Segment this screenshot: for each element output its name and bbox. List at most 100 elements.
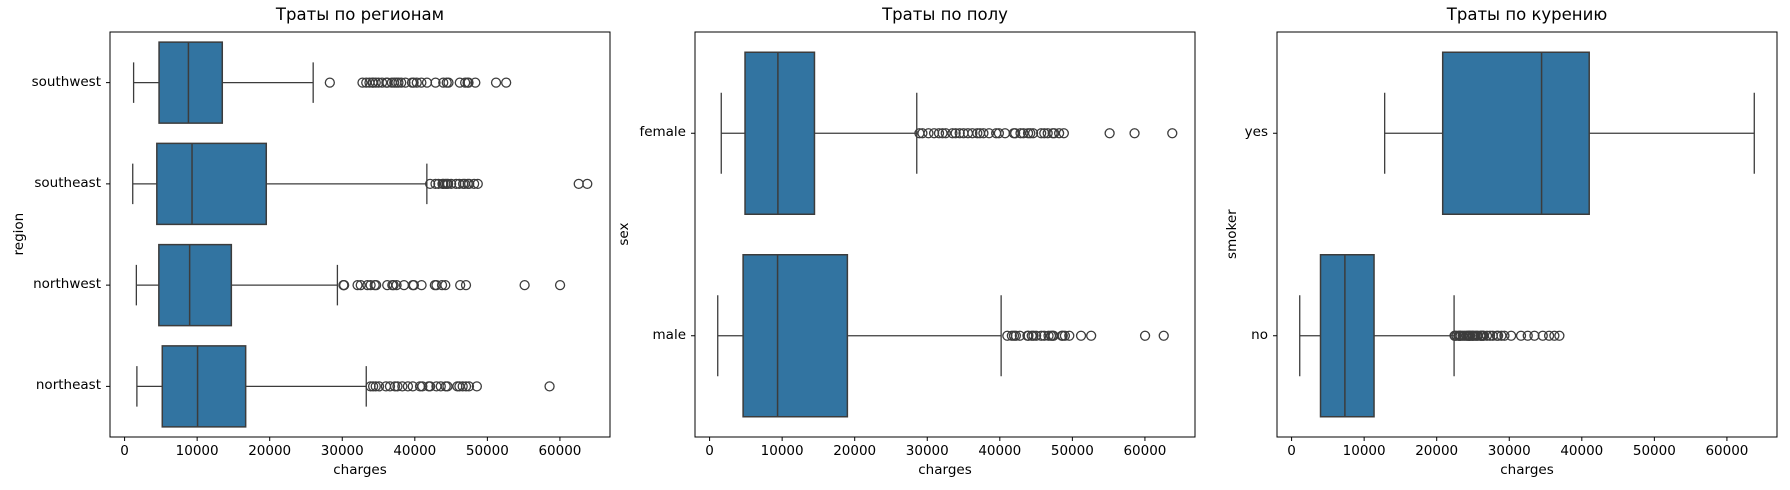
x-tick-label: 0	[1287, 443, 1296, 459]
axes-region	[106, 31, 611, 441]
outlier-point	[1529, 330, 1540, 341]
outlier-point	[463, 77, 474, 88]
outlier-point	[501, 77, 512, 88]
x-tick-label: 40000	[393, 443, 437, 459]
plot-title: Траты по регионам	[275, 5, 445, 24]
y-category-label: male	[652, 326, 686, 343]
box-male	[742, 254, 849, 418]
box-female	[744, 51, 816, 215]
x-tick-label: 0	[705, 443, 714, 459]
outlier-point	[338, 279, 350, 291]
outlier-point	[396, 77, 407, 88]
outlier-point	[1496, 330, 1507, 341]
outlier-point	[440, 279, 451, 291]
x-tick-label: 30000	[905, 443, 949, 459]
outlier-point	[1027, 128, 1039, 139]
outlier-point	[1104, 128, 1115, 139]
outlier-point	[1543, 330, 1555, 341]
outlier-point	[463, 381, 475, 392]
outlier-point	[1058, 128, 1069, 139]
outlier-point	[402, 381, 414, 392]
x-tick-label: 20000	[248, 443, 292, 459]
outlier-point	[1139, 330, 1151, 341]
outlier-point	[1086, 330, 1097, 341]
outlier-point	[460, 279, 472, 291]
outlier-point	[411, 77, 422, 88]
outlier-point	[442, 381, 453, 392]
outlier-point	[923, 128, 934, 139]
outlier-point	[355, 279, 366, 291]
outlier-point	[1025, 128, 1036, 139]
outlier-point	[993, 128, 1005, 139]
plot-title: Траты по полу	[882, 5, 1008, 24]
y-category-label: southeast	[34, 174, 101, 191]
y-category-label: no	[1251, 326, 1268, 343]
outlier-point	[1075, 330, 1087, 341]
x-tick-label: 20000	[1415, 443, 1459, 459]
outlier-point	[972, 128, 983, 139]
x-tick-label: 30000	[320, 443, 364, 459]
outlier-point	[460, 381, 472, 392]
outlier-point	[544, 381, 555, 392]
axes-frame	[694, 31, 1196, 438]
outlier-point	[391, 279, 402, 291]
outlier-point	[468, 178, 480, 190]
outlier-point	[983, 128, 995, 139]
outlier-point	[1036, 330, 1047, 341]
outlier-point	[950, 128, 961, 139]
outlier-point	[408, 279, 420, 291]
outlier-point	[443, 77, 454, 88]
x-tick-label: 10000	[760, 443, 804, 459]
axes-frame	[1276, 31, 1778, 438]
outlier-point	[978, 128, 989, 139]
outlier-point	[1015, 128, 1026, 139]
outlier-point	[455, 279, 466, 291]
outlier-point	[1522, 330, 1533, 341]
box-northwest	[158, 243, 233, 327]
outlier-point	[954, 128, 965, 139]
x-tick-label: 60000	[1705, 443, 1749, 459]
outlier-point	[1129, 128, 1140, 139]
outlier-point	[947, 128, 958, 139]
outlier-point	[967, 128, 978, 139]
outlier-point	[376, 77, 388, 88]
subplot-sex: 0 10000 20000 30000 40000 50000 60000 female mal…	[585, 0, 1205, 490]
outlier-point	[1515, 330, 1527, 341]
y-axis-label: smoker	[1223, 209, 1240, 259]
outlier-point	[490, 77, 502, 88]
subplot-region: 0 10000 20000 30000 40000 50000 60000 southwest…	[0, 0, 620, 490]
outlier-point	[554, 279, 566, 291]
x-tick-label: 10000	[175, 443, 219, 459]
box-yes	[1441, 51, 1590, 215]
outlier-point	[392, 381, 403, 392]
outlier-point	[1537, 330, 1548, 341]
outlier-point	[917, 128, 928, 139]
x-tick-label: 50000	[1632, 443, 1676, 459]
outlier-point	[393, 77, 404, 88]
outlier-point	[1167, 128, 1178, 139]
y-axis-label: region	[10, 212, 27, 256]
box-northeast	[161, 345, 247, 428]
outlier-point	[408, 77, 419, 88]
outlier-point	[1549, 330, 1560, 341]
x-tick-label: 20000	[833, 443, 877, 459]
outlier-point	[1064, 330, 1075, 341]
x-tick-label: 40000	[978, 443, 1022, 459]
outlier-point	[436, 279, 448, 291]
outlier-point	[1505, 330, 1517, 341]
outlier-point	[430, 77, 441, 88]
y-category-label: northwest	[33, 276, 101, 293]
outlier-point	[371, 279, 382, 291]
outlier-point	[424, 381, 436, 392]
outlier-point	[442, 178, 454, 190]
y-category-label: northeast	[35, 377, 101, 394]
y-axis-label: sex	[615, 222, 632, 246]
y-category-label: yes	[1244, 124, 1268, 141]
outlier-point	[937, 128, 948, 139]
subplot-smoker: 0 10000 20000 30000 40000 50000 60000 yes no Трат…	[1167, 0, 1787, 490]
axes-sex	[691, 31, 1196, 441]
outlier-point	[445, 178, 457, 190]
x-tick-label: 30000	[1487, 443, 1531, 459]
box-southeast	[156, 142, 268, 226]
